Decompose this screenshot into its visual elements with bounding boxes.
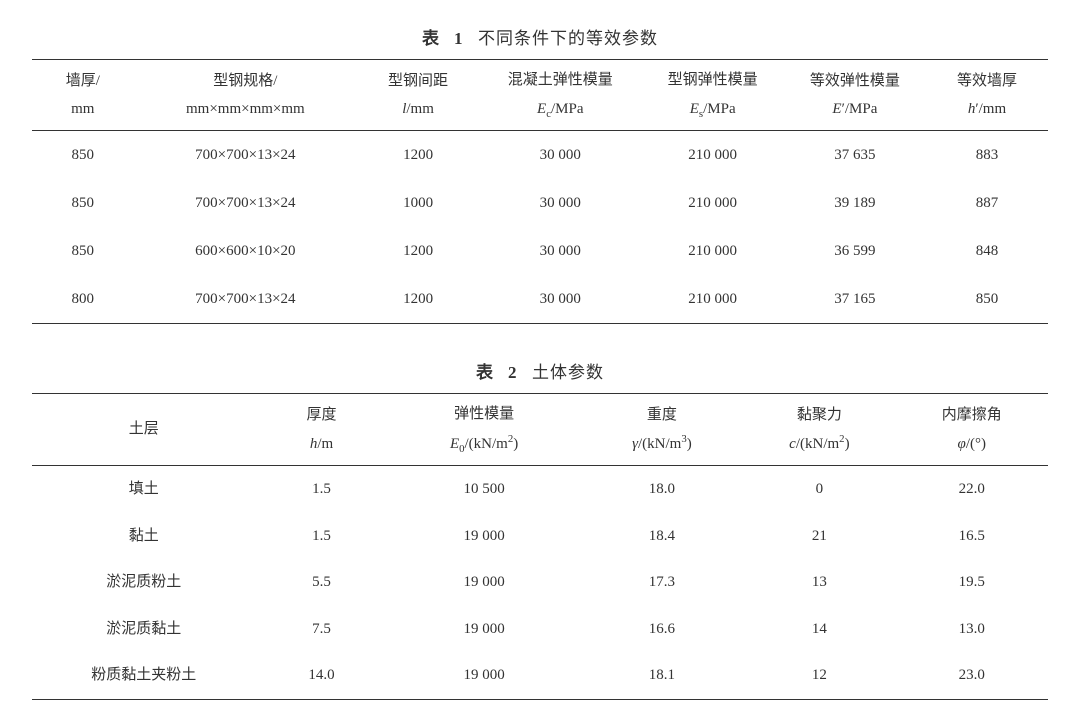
table-cell: 1200	[357, 275, 479, 324]
table-cell: 淤泥质黏土	[32, 606, 256, 653]
table-row: 850600×600×10×20120030 000210 00036 5998…	[32, 227, 1048, 275]
table-cell: 887	[926, 179, 1048, 227]
table-cell: 18.4	[581, 513, 744, 560]
table-cell: 850	[32, 179, 134, 227]
column-header: 墙厚/mm	[32, 60, 134, 131]
table-cell: 850	[32, 227, 134, 275]
table-cell: 10 500	[388, 466, 581, 513]
table-cell: 1200	[357, 227, 479, 275]
table-cell: 700×700×13×24	[134, 275, 358, 324]
table-cell: 30 000	[479, 179, 642, 227]
table-cell: 22.0	[896, 466, 1048, 513]
table2-caption-num: 2	[508, 363, 518, 382]
table-cell: 13	[743, 559, 895, 606]
table-cell: 粉质黏土夹粉土	[32, 652, 256, 699]
column-header: 型钢规格/mm×mm×mm×mm	[134, 60, 358, 131]
table2-caption-label: 表	[476, 363, 494, 382]
table-cell: 填土	[32, 466, 256, 513]
table-cell: 30 000	[479, 227, 642, 275]
table-cell: 淤泥质粉土	[32, 559, 256, 606]
table-cell: 18.1	[581, 652, 744, 699]
table-cell: 23.0	[896, 652, 1048, 699]
table-cell: 30 000	[479, 131, 642, 180]
table-cell: 18.0	[581, 466, 744, 513]
table-cell: 19 000	[388, 652, 581, 699]
table1-caption-label: 表	[422, 29, 440, 48]
column-header: 等效墙厚h′/mm	[926, 60, 1048, 131]
table2-caption: 表2 土体参数	[32, 358, 1048, 383]
table-row: 850700×700×13×24120030 000210 00037 6358…	[32, 131, 1048, 180]
table-cell: 39 189	[784, 179, 926, 227]
table-cell: 36 599	[784, 227, 926, 275]
table-cell: 1000	[357, 179, 479, 227]
table-cell: 800	[32, 275, 134, 324]
table-cell: 848	[926, 227, 1048, 275]
table-cell: 883	[926, 131, 1048, 180]
table-cell: 210 000	[642, 179, 784, 227]
column-header: 型钢弹性模量Es/MPa	[642, 60, 784, 131]
table-cell: 19 000	[388, 513, 581, 560]
table2-caption-title: 土体参数	[532, 363, 604, 382]
table-cell: 21	[743, 513, 895, 560]
table-cell: 7.5	[256, 606, 388, 653]
table-cell: 210 000	[642, 131, 784, 180]
table-cell: 1.5	[256, 466, 388, 513]
table1-caption: 表1 不同条件下的等效参数	[32, 24, 1048, 49]
column-header: 土层	[32, 394, 256, 466]
table-cell: 16.5	[896, 513, 1048, 560]
table-cell: 1.5	[256, 513, 388, 560]
column-header: 重度γ/(kN/m3)	[581, 394, 744, 466]
table1-caption-num: 1	[454, 29, 464, 48]
table-cell: 850	[926, 275, 1048, 324]
table-cell: 850	[32, 131, 134, 180]
table1-caption-title: 不同条件下的等效参数	[478, 29, 658, 48]
table-cell: 37 165	[784, 275, 926, 324]
table-cell: 700×700×13×24	[134, 131, 358, 180]
table-row: 淤泥质黏土7.519 00016.61413.0	[32, 606, 1048, 653]
table-cell: 19.5	[896, 559, 1048, 606]
column-header: 型钢间距l/mm	[357, 60, 479, 131]
table-row: 淤泥质粉土5.519 00017.31319.5	[32, 559, 1048, 606]
table-cell: 13.0	[896, 606, 1048, 653]
table-cell: 37 635	[784, 131, 926, 180]
table-cell: 30 000	[479, 275, 642, 324]
column-header: 等效弹性模量E′/MPa	[784, 60, 926, 131]
table-cell: 210 000	[642, 227, 784, 275]
table-row: 850700×700×13×24100030 000210 00039 1898…	[32, 179, 1048, 227]
table-cell: 16.6	[581, 606, 744, 653]
table-cell: 0	[743, 466, 895, 513]
table-row: 800700×700×13×24120030 000210 00037 1658…	[32, 275, 1048, 324]
column-header: 厚度h/m	[256, 394, 388, 466]
table-cell: 12	[743, 652, 895, 699]
table1: 墙厚/mm型钢规格/mm×mm×mm×mm型钢间距l/mm混凝土弹性模量Ec/M…	[32, 59, 1048, 324]
column-header: 弹性模量E0/(kN/m2)	[388, 394, 581, 466]
table-cell: 17.3	[581, 559, 744, 606]
table-cell: 19 000	[388, 606, 581, 653]
table-row: 粉质黏土夹粉土14.019 00018.11223.0	[32, 652, 1048, 699]
table-cell: 14	[743, 606, 895, 653]
column-header: 黏聚力c/(kN/m2)	[743, 394, 895, 466]
column-header: 内摩擦角φ/(°)	[896, 394, 1048, 466]
table-cell: 700×700×13×24	[134, 179, 358, 227]
table-cell: 210 000	[642, 275, 784, 324]
table-row: 填土1.510 50018.0022.0	[32, 466, 1048, 513]
table-row: 黏土1.519 00018.42116.5	[32, 513, 1048, 560]
table-cell: 19 000	[388, 559, 581, 606]
column-header: 混凝土弹性模量Ec/MPa	[479, 60, 642, 131]
table-cell: 5.5	[256, 559, 388, 606]
table-cell: 600×600×10×20	[134, 227, 358, 275]
table-cell: 黏土	[32, 513, 256, 560]
table-cell: 1200	[357, 131, 479, 180]
table-cell: 14.0	[256, 652, 388, 699]
